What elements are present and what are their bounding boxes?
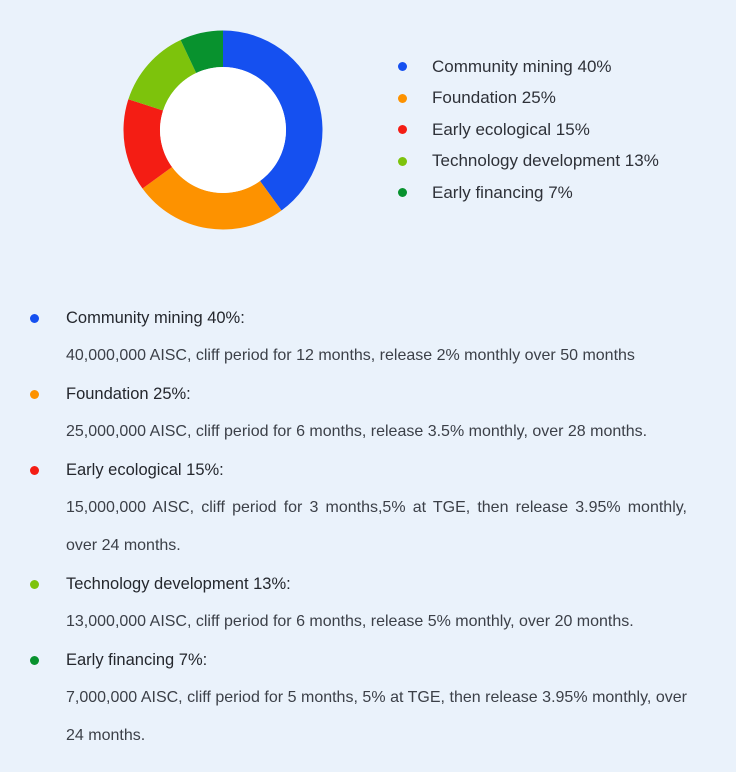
detail-title: Early ecological 15%: [66, 460, 224, 479]
chart-legend: Community mining 40% Foundation 25% Earl… [396, 51, 659, 209]
donut-segment-foundation [142, 167, 282, 230]
donut-segment-early-ecological [123, 99, 173, 189]
detail-item-community-mining: Community mining 40%: 40,000,000 AISC, c… [30, 299, 687, 375]
legend-item-technology-development: Technology development 13% [396, 146, 659, 178]
donut-segment-technology-development [128, 39, 197, 111]
detail-item-early-ecological: Early ecological 15%: 15,000,000 AISC, c… [30, 451, 687, 565]
donut-segment-community-mining [223, 30, 323, 211]
bullet-dot-icon [30, 579, 39, 589]
detail-description: 15,000,000 AISC, cliff period for 3 mont… [66, 499, 687, 554]
donut-hole [160, 67, 286, 193]
legend-dot-icon [398, 62, 407, 72]
legend-label: Technology development 13% [432, 151, 659, 171]
legend-item-foundation: Foundation 25% [396, 83, 659, 115]
detail-description: 7,000,000 AISC, cliff period for 5 month… [66, 689, 687, 744]
detail-title: Foundation 25%: [66, 384, 191, 403]
detail-item-technology-development: Technology development 13%: 13,000,000 A… [30, 565, 687, 641]
detail-title: Technology development 13%: [66, 574, 291, 593]
bullet-dot-icon [30, 655, 39, 665]
legend-label: Early ecological 15% [432, 119, 590, 139]
legend-item-community-mining: Community mining 40% [396, 51, 659, 83]
legend-label: Foundation 25% [432, 88, 556, 108]
detail-title: Early financing 7%: [66, 650, 208, 669]
legend-label: Early financing 7% [432, 182, 573, 202]
detail-description: 13,000,000 AISC, cliff period for 6 mont… [66, 613, 634, 630]
legend-item-early-financing: Early financing 7% [396, 177, 659, 209]
donut-segment-early-financing [180, 30, 223, 73]
legend-dot-icon [398, 156, 407, 166]
legend-dot-icon [398, 188, 407, 198]
bullet-dot-icon [30, 465, 39, 475]
legend-dot-icon [398, 93, 407, 103]
detail-item-foundation: Foundation 25%: 25,000,000 AISC, cliff p… [30, 375, 687, 451]
bullet-dot-icon [30, 313, 39, 323]
detail-description: 25,000,000 AISC, cliff period for 6 mont… [66, 423, 648, 440]
legend-label: Community mining 40% [432, 56, 612, 76]
legend-dot-icon [398, 125, 407, 135]
allocation-details-list: Community mining 40%: 40,000,000 AISC, c… [30, 299, 687, 755]
detail-title: Community mining 40%: [66, 308, 245, 327]
allocation-donut-chart [123, 30, 323, 230]
detail-item-early-financing: Early financing 7%: 7,000,000 AISC, clif… [30, 641, 687, 755]
detail-description: 40,000,000 AISC, cliff period for 12 mon… [66, 347, 635, 364]
bullet-dot-icon [30, 389, 39, 399]
legend-item-early-ecological: Early ecological 15% [396, 114, 659, 146]
